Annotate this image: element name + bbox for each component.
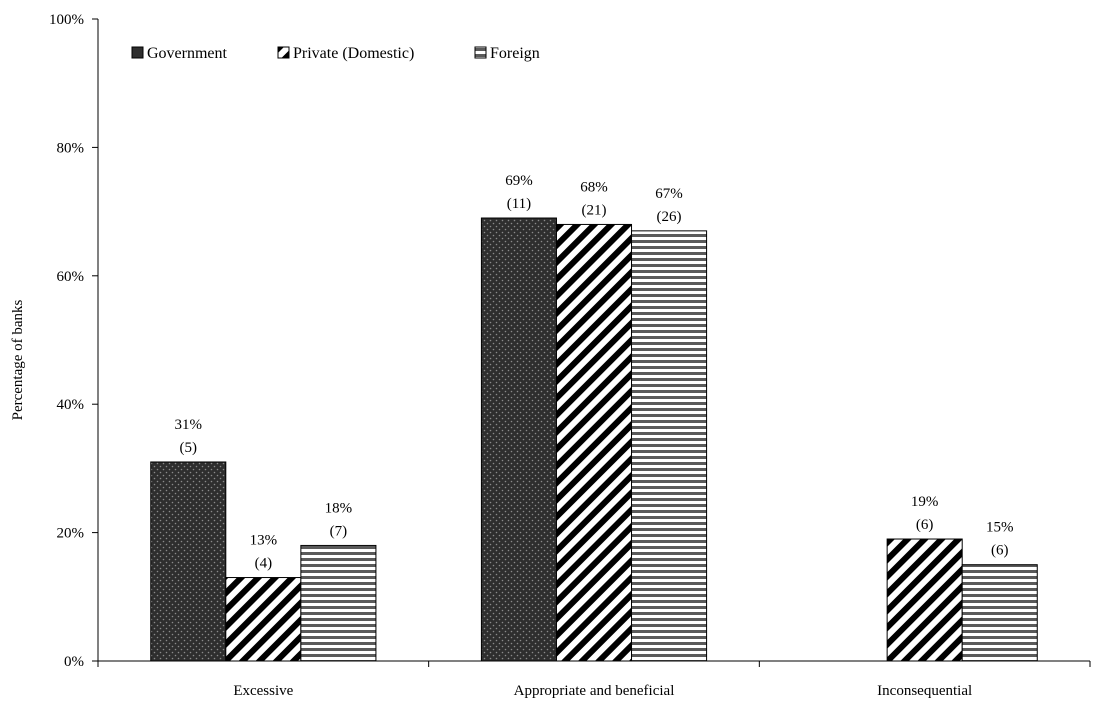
legend-label: Private (Domestic) bbox=[293, 45, 414, 62]
y-tick-label: 20% bbox=[57, 526, 85, 542]
bar bbox=[300, 544, 377, 662]
legend-item: Foreign bbox=[474, 45, 540, 62]
bar-value-label: 13% bbox=[250, 533, 278, 549]
bar bbox=[555, 223, 633, 662]
bar-count-label: (6) bbox=[916, 517, 934, 533]
legend-swatch bbox=[131, 46, 144, 59]
bar-count-label: (26) bbox=[657, 209, 682, 225]
bar-count-label: (6) bbox=[991, 543, 1009, 559]
bar bbox=[150, 461, 227, 662]
bar bbox=[225, 577, 302, 662]
x-category-label: Excessive bbox=[233, 683, 293, 699]
legend-label: Foreign bbox=[490, 45, 540, 62]
y-axis-title: Percentage of banks bbox=[10, 299, 26, 420]
bar-count-label: (7) bbox=[330, 523, 348, 539]
bar-count-label: (21) bbox=[582, 202, 607, 218]
legend-swatch bbox=[277, 46, 290, 59]
y-tick-label: 0% bbox=[64, 654, 84, 670]
legend-swatch bbox=[474, 46, 487, 59]
y-tick-label: 60% bbox=[57, 269, 85, 285]
bar-count-label: (4) bbox=[255, 556, 273, 572]
y-axis: 0% 20% 40% 60% 80% 100% bbox=[49, 12, 99, 670]
bar-count-label: (11) bbox=[507, 196, 531, 212]
bar-count-label: (5) bbox=[180, 440, 198, 456]
legend: Government Private (Domestic) Foreign bbox=[131, 45, 540, 62]
y-tick-label: 40% bbox=[57, 397, 85, 413]
plot-area: 0% 20% 40% 60% 80% 100% Excessive Appropriate … bbox=[49, 12, 1091, 699]
bar-value-label: 69% bbox=[505, 173, 533, 189]
x-axis: Excessive Appropriate and beneficial Incon… bbox=[97, 660, 1091, 699]
bar bbox=[961, 564, 1038, 662]
y-tick-label: 80% bbox=[57, 140, 85, 156]
legend-item: Private (Domestic) bbox=[277, 45, 414, 62]
bar-value-label: 19% bbox=[911, 494, 939, 510]
bar-value-label: 15% bbox=[986, 520, 1014, 536]
y-tick-label: 100% bbox=[49, 12, 84, 28]
bar bbox=[480, 217, 557, 662]
legend-label: Government bbox=[147, 45, 228, 62]
bar-value-label: 18% bbox=[325, 500, 353, 516]
bar bbox=[886, 538, 963, 662]
bar bbox=[631, 230, 708, 662]
x-category-label: Appropriate and beneficial bbox=[514, 683, 675, 699]
bar-labels: 31% (5) 13% (4) 18% (7) 69% (11) 68% (21) 67% (26) 1… bbox=[175, 173, 1014, 572]
x-category-label: Inconsequential bbox=[877, 683, 972, 699]
bars bbox=[150, 217, 1038, 662]
bar-value-label: 31% bbox=[175, 417, 203, 433]
bar-value-label: 68% bbox=[580, 179, 608, 195]
legend-item: Government bbox=[131, 45, 228, 62]
bar-value-label: 67% bbox=[655, 186, 683, 202]
